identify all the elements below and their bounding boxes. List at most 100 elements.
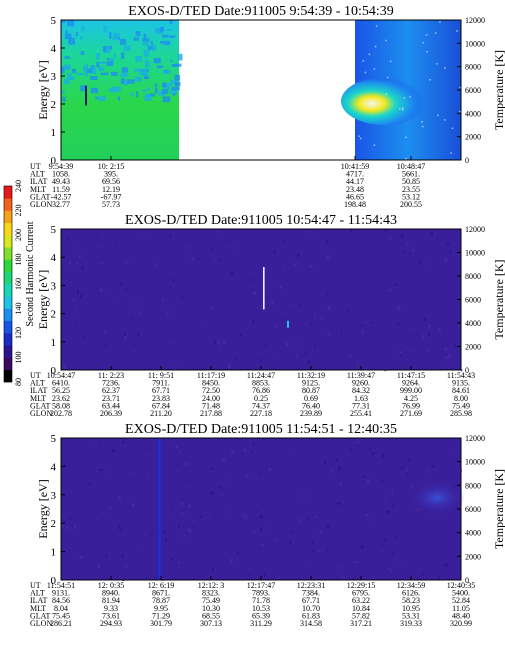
noise-patch <box>74 322 76 326</box>
table-cell: 286.21 <box>50 619 72 628</box>
noise-patch <box>119 38 127 45</box>
table-cell: 12:34:59 <box>397 581 425 590</box>
noise-dot <box>401 108 404 111</box>
ytick-right-label: 12000 <box>465 434 485 443</box>
table-cell: 11:54:43 <box>447 371 475 380</box>
table-cell: 314.58 <box>300 619 322 628</box>
noise-patch <box>431 465 435 468</box>
noise-patch <box>412 349 415 352</box>
ytick-right-label: 8000 <box>465 272 481 281</box>
table-cell: 10:54:47 <box>47 371 75 380</box>
row-label: ALT <box>30 379 45 388</box>
ytick-left-label: 1 <box>51 127 57 139</box>
table-cell: 44.17 <box>346 177 364 186</box>
noise-patch <box>97 95 106 102</box>
table-cell: 76.99 <box>402 401 420 410</box>
noise-patch <box>109 31 112 39</box>
noise-patch <box>80 85 87 92</box>
noise-patch <box>123 45 131 52</box>
noise-patch <box>424 263 427 265</box>
table-cell: 1058. <box>52 170 70 179</box>
noise-patch <box>177 561 180 565</box>
colorbar-swatch <box>4 284 12 297</box>
noise-patch <box>174 367 177 370</box>
noise-patch <box>132 259 135 262</box>
table-cell: 49.43 <box>52 177 70 186</box>
table-cell: 9125. <box>302 379 320 388</box>
noise-patch <box>155 28 164 33</box>
dark-streak <box>85 85 87 106</box>
cyan-spot <box>287 320 289 328</box>
noise-patch <box>275 538 278 541</box>
table-cell: 71.78 <box>252 596 270 605</box>
noise-patch <box>326 255 330 259</box>
noise-patch <box>371 451 375 455</box>
noise-patch <box>103 26 108 33</box>
noise-patch <box>118 496 121 501</box>
noise-patch <box>393 493 395 495</box>
ylabel-right: Temperature [K] <box>492 50 505 130</box>
row-label: GLON <box>30 619 52 628</box>
noise-patch <box>154 83 158 87</box>
table-cell: 75.49 <box>202 596 220 605</box>
ylabel-right: Temperature [K] <box>492 259 505 339</box>
noise-patch <box>311 541 314 545</box>
noise-patch <box>338 466 341 471</box>
noise-patch <box>218 257 221 262</box>
noise-patch <box>428 324 431 328</box>
noise-patch <box>188 246 191 250</box>
noise-patch <box>305 562 307 564</box>
noise-patch <box>252 320 255 324</box>
noise-dot <box>422 41 425 44</box>
noise-patch <box>143 33 147 39</box>
table-cell: 65.39 <box>252 611 270 620</box>
noise-dot <box>459 110 461 113</box>
noise-patch <box>326 524 330 529</box>
noise-patch <box>91 67 97 74</box>
noise-patch <box>309 266 312 268</box>
table-cell: 9.33 <box>104 604 118 613</box>
colorbar-swatch <box>4 198 12 211</box>
noise-patch <box>62 515 65 517</box>
colorbar-label: Second Harmonic Current <box>25 221 36 326</box>
noise-patch <box>86 68 93 73</box>
row-label: GLAT <box>30 611 51 620</box>
noise-patch <box>252 443 255 446</box>
noise-patch <box>171 63 178 67</box>
noise-patch <box>154 87 158 94</box>
noise-patch <box>389 288 392 292</box>
noise-patch <box>179 486 182 489</box>
noise-patch <box>95 96 98 100</box>
noise-patch <box>298 304 301 308</box>
noise-patch <box>410 484 413 489</box>
noise-patch <box>135 303 137 305</box>
colorbar-swatch <box>4 235 12 248</box>
noise-patch <box>218 256 220 259</box>
noise-patch <box>265 343 267 348</box>
noise-patch <box>257 473 261 475</box>
noise-patch <box>352 577 354 581</box>
noise-patch <box>121 554 124 559</box>
noise-patch <box>327 332 331 336</box>
noise-patch <box>124 565 127 568</box>
noise-dot <box>456 30 458 32</box>
ytick-left-label: 0 <box>51 155 57 167</box>
noise-patch <box>328 367 330 369</box>
ytick-left-label: 0 <box>51 365 57 377</box>
noise-patch <box>102 46 106 52</box>
noise-patch <box>172 86 180 91</box>
noise-patch <box>382 454 385 458</box>
noise-patch <box>147 45 155 50</box>
noise-patch <box>336 502 338 505</box>
noise-dot <box>434 32 437 34</box>
noise-patch <box>225 479 228 481</box>
table-cell: 84.32 <box>352 386 370 395</box>
table-cell: 80.87 <box>302 386 320 395</box>
noise-patch <box>99 443 101 447</box>
noise-patch <box>80 36 83 40</box>
table-cell: 11: 2:23 <box>98 371 124 380</box>
noise-patch <box>169 35 176 39</box>
bright-streak <box>263 267 265 310</box>
noise-patch <box>160 41 164 44</box>
noise-patch <box>307 360 310 365</box>
